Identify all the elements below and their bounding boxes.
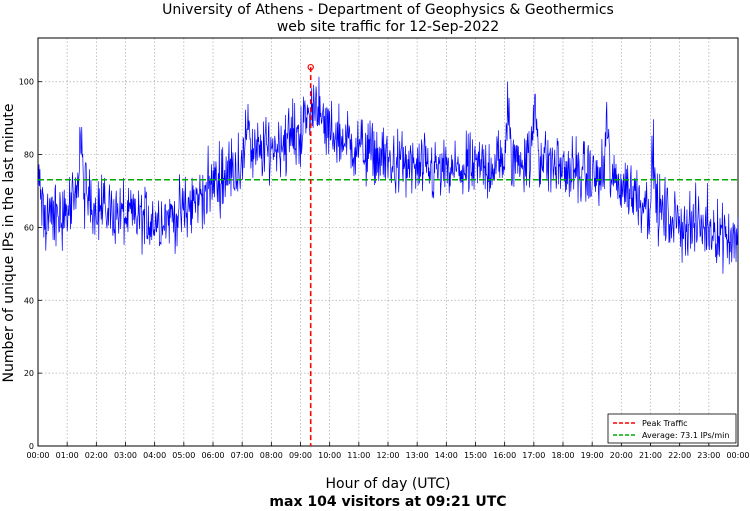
chart-footer: max 104 visitors at 09:21 UTC <box>269 494 506 510</box>
legend: Peak Traffic Average: 73.1 IPs/min <box>607 413 737 444</box>
peak-layer <box>307 63 314 446</box>
y-tick-label: 60 <box>24 223 34 232</box>
x-tick-label: 22:00 <box>668 451 691 460</box>
x-tick-label: 23:00 <box>697 451 720 460</box>
x-tick-label: 10:00 <box>318 451 341 460</box>
y-tick-label: 100 <box>19 78 34 87</box>
x-tick-label: 03:00 <box>114 451 137 460</box>
x-tick-label: 00:00 <box>26 451 49 460</box>
x-axis-ticks: 00:00 01:00 02:00 03:00 04:00 05:00 06:00 07:00… <box>26 442 750 460</box>
x-tick-label: 14:00 <box>435 451 458 460</box>
legend-average-label: Average: 73.1 IPs/min <box>642 431 729 440</box>
x-tick-label: 16:00 <box>493 451 516 460</box>
x-tick-label: 12:00 <box>376 451 399 460</box>
x-tick-label: 15:00 <box>464 451 487 460</box>
x-tick-label: 06:00 <box>201 451 224 460</box>
y-tick-label: 40 <box>24 296 34 305</box>
x-tick-label: 13:00 <box>406 451 429 460</box>
x-tick-label: 19:00 <box>581 451 604 460</box>
x-tick-label: 08:00 <box>260 451 283 460</box>
legend-peak-label: Peak Traffic <box>642 419 688 428</box>
x-tick-label: 02:00 <box>85 451 108 460</box>
y-tick-label: 80 <box>24 151 34 160</box>
y-axis-label: Number of unique IPs in the last minute <box>1 104 17 383</box>
y-tick-label: 20 <box>24 369 34 378</box>
traffic-line <box>37 76 739 274</box>
y-tick-label: 0 <box>29 442 34 451</box>
x-tick-label: 21:00 <box>639 451 662 460</box>
x-axis-label: Hour of day (UTC) <box>326 476 451 492</box>
x-tick-label: 20:00 <box>610 451 633 460</box>
legend-box <box>607 413 737 444</box>
grid <box>38 38 738 446</box>
x-tick-label: 07:00 <box>231 451 254 460</box>
chart-title: University of Athens - Department of Geo… <box>162 2 614 18</box>
x-tick-label: 18:00 <box>551 451 574 460</box>
x-tick-label: 09:00 <box>289 451 312 460</box>
traffic-series <box>37 76 739 274</box>
x-tick-label: 04:00 <box>143 451 166 460</box>
chart-subtitle: web site traffic for 12-Sep-2022 <box>277 19 499 35</box>
x-tick-label: 17:00 <box>522 451 545 460</box>
peak-marker <box>307 63 314 71</box>
x-tick-label: 11:00 <box>347 451 370 460</box>
x-tick-label: 01:00 <box>56 451 79 460</box>
x-tick-label: 00:00 <box>726 451 749 460</box>
x-tick-label: 05:00 <box>172 451 195 460</box>
y-axis-ticks: 0 20 40 60 80 100 <box>19 78 42 451</box>
